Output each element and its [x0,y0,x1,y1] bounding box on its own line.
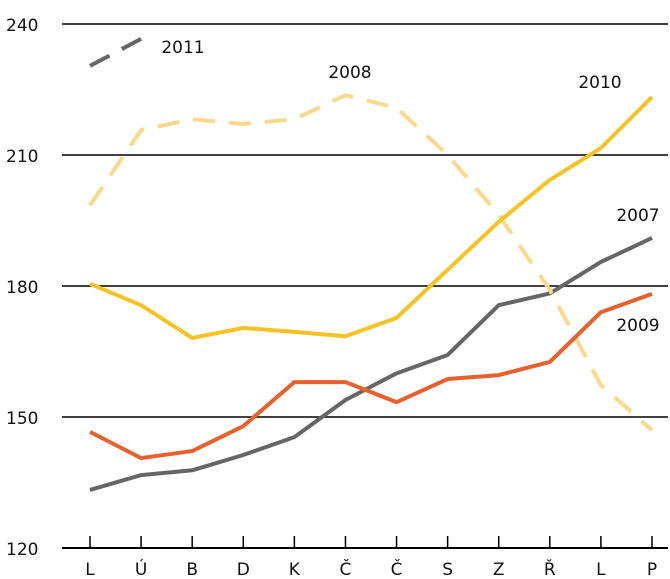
line-series [89,95,654,340]
series-label: 2010 [578,73,621,93]
x-tick-label: S [442,560,453,579]
x-tick-label: L [596,560,606,579]
line-series [89,236,653,492]
y-tick-label: 180 [6,278,38,298]
series-label: 2011 [161,38,204,58]
x-tick-label: Ř [544,558,556,579]
series-label: 2007 [616,206,659,226]
x-tick-label: Č [340,558,352,579]
x-tick-label: Ú [135,558,147,579]
line-series [89,37,143,68]
x-tick-label: Z [493,560,505,579]
y-tick-label: 240 [6,16,38,36]
y-tick-label: 150 [6,409,38,429]
x-tick-label: B [186,560,198,579]
series-label: 2008 [328,63,371,83]
line-series [89,291,653,461]
line-series [88,93,654,432]
x-tick-label: Č [391,558,403,579]
x-tick-label: L [85,560,95,579]
x-tick-label: P [647,560,657,579]
x-tick-label: D [237,560,250,579]
series-label: 2009 [616,316,659,336]
x-tick-label: K [289,560,301,579]
y-tick-label: 120 [6,540,38,560]
y-tick-label: 210 [6,147,38,167]
